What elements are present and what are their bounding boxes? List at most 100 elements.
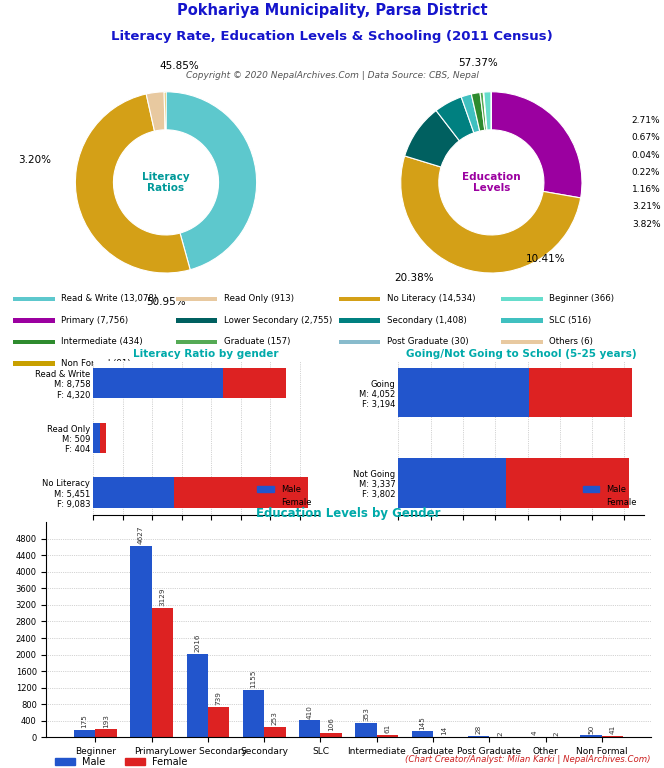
- FancyBboxPatch shape: [501, 296, 543, 301]
- Text: 4627: 4627: [138, 526, 144, 545]
- Text: 193: 193: [103, 713, 109, 727]
- FancyBboxPatch shape: [176, 340, 218, 344]
- Text: 14: 14: [441, 726, 447, 735]
- Bar: [93, 368, 222, 398]
- Wedge shape: [491, 92, 582, 198]
- Bar: [151, 608, 173, 737]
- Legend: Male, Female: Male, Female: [580, 482, 640, 511]
- Bar: [93, 478, 173, 508]
- Legend: Male, Female: Male, Female: [254, 482, 315, 511]
- Wedge shape: [483, 92, 487, 130]
- Text: Read & Write (13,078): Read & Write (13,078): [61, 294, 157, 303]
- Text: 3.82%: 3.82%: [632, 220, 661, 229]
- Text: 253: 253: [272, 711, 278, 725]
- FancyBboxPatch shape: [339, 340, 380, 344]
- Wedge shape: [471, 92, 485, 131]
- Wedge shape: [164, 92, 166, 130]
- Bar: [376, 735, 398, 737]
- Text: 0.04%: 0.04%: [632, 151, 661, 160]
- Text: Primary (7,756): Primary (7,756): [61, 316, 128, 325]
- Bar: [412, 731, 433, 737]
- Text: Education
Levels: Education Levels: [462, 171, 521, 194]
- Text: Graduate (157): Graduate (157): [224, 337, 290, 346]
- Legend: Male, Female: Male, Female: [51, 753, 192, 768]
- Text: 0.22%: 0.22%: [632, 168, 660, 177]
- Bar: [602, 736, 623, 737]
- Text: 739: 739: [216, 691, 222, 705]
- Bar: [74, 730, 96, 737]
- Wedge shape: [146, 92, 165, 131]
- Bar: [187, 654, 208, 737]
- Text: Non Formal (91): Non Formal (91): [61, 359, 131, 368]
- Wedge shape: [76, 94, 190, 273]
- Text: SLC (516): SLC (516): [549, 316, 592, 325]
- Title: Literacy Ratio by gender: Literacy Ratio by gender: [133, 349, 279, 359]
- Text: 3129: 3129: [159, 588, 165, 606]
- FancyBboxPatch shape: [501, 319, 543, 323]
- Wedge shape: [436, 97, 474, 141]
- Bar: [506, 458, 629, 508]
- Wedge shape: [404, 111, 459, 167]
- Wedge shape: [461, 94, 479, 133]
- Text: 41: 41: [610, 725, 616, 734]
- FancyBboxPatch shape: [13, 340, 55, 344]
- FancyBboxPatch shape: [501, 340, 543, 344]
- Text: 50: 50: [588, 724, 594, 733]
- Text: Literacy Rate, Education Levels & Schooling (2011 Census): Literacy Rate, Education Levels & School…: [111, 30, 553, 43]
- Bar: [222, 368, 286, 398]
- FancyBboxPatch shape: [13, 362, 55, 366]
- Bar: [264, 727, 286, 737]
- Text: Pokhariya Municipality, Parsa District: Pokhariya Municipality, Parsa District: [177, 3, 487, 18]
- Wedge shape: [401, 156, 580, 273]
- FancyBboxPatch shape: [176, 319, 218, 323]
- Title: Education Levels by Gender: Education Levels by Gender: [256, 507, 441, 520]
- Bar: [208, 707, 229, 737]
- Text: 2.71%: 2.71%: [632, 116, 661, 125]
- Bar: [468, 736, 489, 737]
- Text: No Literacy (14,534): No Literacy (14,534): [386, 294, 475, 303]
- Wedge shape: [480, 92, 487, 131]
- FancyBboxPatch shape: [176, 296, 218, 301]
- Text: Post Graduate (30): Post Graduate (30): [386, 337, 468, 346]
- Bar: [321, 733, 342, 737]
- Bar: [96, 730, 117, 737]
- Bar: [130, 546, 151, 737]
- Text: 3.20%: 3.20%: [18, 154, 51, 165]
- Text: Copyright © 2020 NepalArchives.Com | Data Source: CBS, Nepal: Copyright © 2020 NepalArchives.Com | Dat…: [185, 71, 479, 80]
- Text: Beginner (366): Beginner (366): [549, 294, 614, 303]
- Text: 145: 145: [420, 716, 426, 730]
- Text: 1.16%: 1.16%: [632, 185, 661, 194]
- Text: 410: 410: [307, 705, 313, 719]
- Text: 2: 2: [497, 731, 503, 736]
- Text: Others (6): Others (6): [549, 337, 593, 346]
- Text: 50.95%: 50.95%: [146, 297, 186, 307]
- Bar: [355, 723, 376, 737]
- Bar: [529, 368, 632, 418]
- Bar: [100, 422, 106, 453]
- Text: 4: 4: [532, 731, 538, 736]
- Bar: [398, 368, 529, 418]
- Bar: [580, 735, 602, 737]
- Bar: [398, 458, 506, 508]
- Text: 2: 2: [553, 731, 559, 736]
- FancyBboxPatch shape: [13, 319, 55, 323]
- Text: 106: 106: [328, 717, 334, 731]
- FancyBboxPatch shape: [13, 296, 55, 301]
- Text: 175: 175: [82, 714, 88, 728]
- Bar: [299, 720, 321, 737]
- Bar: [173, 478, 308, 508]
- Text: Intermediate (434): Intermediate (434): [61, 337, 143, 346]
- Bar: [243, 690, 264, 737]
- Title: Going/Not Going to School (5-25 years): Going/Not Going to School (5-25 years): [406, 349, 637, 359]
- Text: 57.37%: 57.37%: [458, 58, 497, 68]
- FancyBboxPatch shape: [339, 296, 380, 301]
- Text: Literacy
Ratios: Literacy Ratios: [142, 171, 190, 194]
- Text: 0.67%: 0.67%: [632, 134, 661, 143]
- Text: 28: 28: [475, 725, 481, 734]
- Text: (Chart Creator/Analyst: Milan Karki | NepalArchives.Com): (Chart Creator/Analyst: Milan Karki | Ne…: [405, 755, 651, 764]
- Text: 1155: 1155: [250, 670, 256, 688]
- Text: Lower Secondary (2,755): Lower Secondary (2,755): [224, 316, 332, 325]
- Wedge shape: [484, 92, 491, 130]
- Text: 61: 61: [384, 724, 390, 733]
- Text: 3.21%: 3.21%: [632, 203, 661, 211]
